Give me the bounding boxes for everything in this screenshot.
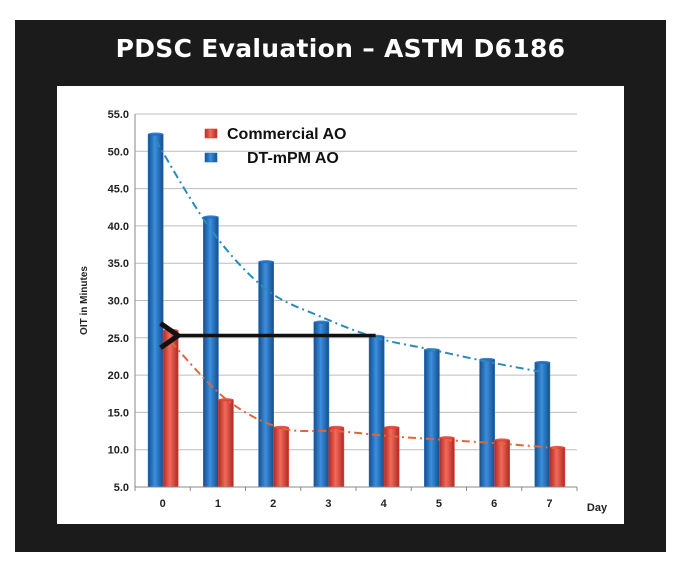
y-tick-label: 55.0 (108, 109, 129, 121)
bar-cap-commercial-ao (218, 398, 234, 402)
x-tick-label: 3 (325, 498, 331, 510)
bar-cap-dt-mpm-ao (534, 360, 550, 365)
trendline-dt-mpm-ao (154, 139, 543, 374)
bar-commercial-ao (218, 399, 234, 488)
bar-cap-dt-mpm-ao (258, 260, 274, 264)
x-tick-label: 1 (215, 498, 221, 510)
bar-cap-dt-mpm-ao (313, 320, 329, 324)
legend-label-commercial-ao: Commercial AO (227, 126, 346, 143)
x-tick-label: 4 (381, 498, 388, 510)
bar-dt-mpm-ao (479, 359, 495, 488)
bar-dt-mpm-ao (203, 216, 219, 488)
chart-panel: 5.0 10.0 15.0 20.0 25.0 30.0 35.0 40.0 45.0 50.0 5… (57, 86, 624, 524)
bar-cap-commercial-ao (439, 436, 455, 440)
y-tick-label: 10.0 (108, 445, 129, 457)
bar-dt-mpm-ao (424, 349, 440, 488)
x-tick-label: 6 (491, 498, 497, 510)
bar-commercial-ao (162, 330, 179, 488)
bar-cap-commercial-ao (384, 425, 400, 429)
x-tick-label: 7 (546, 498, 552, 510)
chart-title: PDSC Evaluation – ASTM D6186 (115, 34, 566, 63)
y-tick-label: 50.0 (108, 146, 129, 158)
y-tick-label: 20.0 (108, 370, 129, 382)
y-tick-label: 35.0 (108, 258, 129, 270)
bar-dt-mpm-ao (313, 321, 330, 488)
bar-cap-commercial-ao (494, 438, 510, 442)
bar-cap-dt-mpm-ao (148, 132, 164, 136)
x-axis-title: Day (587, 502, 608, 514)
bar-commercial-ao (328, 427, 345, 488)
bar-commercial-ao (273, 427, 289, 488)
bar-dt-mpm-ao (147, 133, 164, 488)
y-tick-label: 40.0 (108, 221, 129, 233)
x-tick-label: 5 (436, 498, 442, 510)
y-tick-label: 45.0 (108, 184, 129, 196)
trendline-commercial-ao (169, 340, 558, 450)
bar-commercial-ao (439, 437, 455, 488)
y-tick-label: 5.0 (114, 482, 129, 494)
bar-dt-mpm-ao (258, 261, 274, 488)
bar-cap-dt-mpm-ao (203, 215, 219, 219)
legend-label-dt-mpm-ao: DT-mPM AO (247, 150, 339, 167)
y-tick-label: 15.0 (108, 407, 129, 419)
x-tick-label: 0 (160, 498, 166, 510)
bar-cap-commercial-ao (328, 425, 344, 429)
chart-svg: 5.0 10.0 15.0 20.0 25.0 30.0 35.0 40.0 45.0 50.0 5… (79, 109, 608, 514)
y-axis-title: OIT in Minutes (79, 266, 90, 335)
bar-cap-commercial-ao (163, 328, 179, 332)
legend-swatch-dt-mpm-ao (204, 152, 218, 163)
bar-dt-mpm-ao (368, 336, 385, 488)
bar-commercial-ao (549, 447, 566, 488)
bar-commercial-ao (494, 439, 510, 488)
legend-swatch-commercial-ao (204, 128, 218, 139)
y-tick-label: 30.0 (108, 296, 129, 308)
bar-dt-mpm-ao (534, 362, 551, 488)
y-tick-label: 25.0 (108, 333, 129, 345)
x-tick-label: 2 (270, 498, 276, 510)
